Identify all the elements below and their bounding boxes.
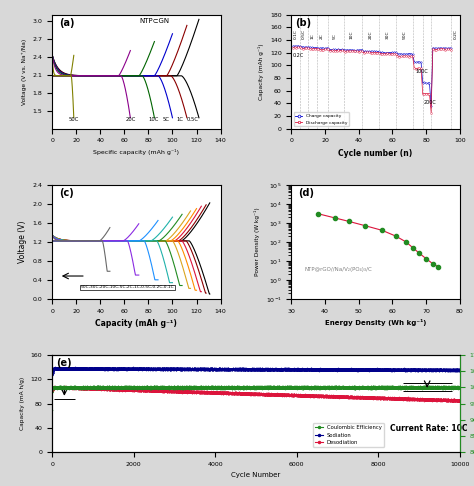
Y-axis label: Capacity (mA h/g): Capacity (mA h/g) <box>20 377 25 430</box>
Text: 2C: 2C <box>319 34 324 39</box>
Text: 0.2C: 0.2C <box>292 53 303 58</box>
X-axis label: Cycle Number: Cycle Number <box>231 472 281 478</box>
Text: (e): (e) <box>56 358 72 368</box>
Text: 20C: 20C <box>125 117 136 122</box>
Legend: Charge capacity, Discharge capacity: Charge capacity, Discharge capacity <box>293 112 349 126</box>
Text: 200C: 200C <box>424 101 436 105</box>
Text: 10C: 10C <box>148 117 158 122</box>
Text: 50C: 50C <box>69 117 79 122</box>
Text: (a): (a) <box>59 18 74 28</box>
X-axis label: Cycle number (n): Cycle number (n) <box>338 149 413 158</box>
Text: 30C: 30C <box>385 31 389 39</box>
Text: 5C: 5C <box>333 34 337 39</box>
Text: 0.5C: 0.5C <box>302 29 306 39</box>
X-axis label: Capacity (mAh g⁻¹): Capacity (mAh g⁻¹) <box>95 319 177 328</box>
Text: 20C: 20C <box>368 31 373 39</box>
Text: 50C,30C,20C,10C,5C,2C,1C,0.5C,0.2C,0.1C: 50C,30C,20C,10C,5C,2C,1C,0.5C,0.2C,0.1C <box>81 285 174 289</box>
Text: 5C: 5C <box>163 117 170 122</box>
Text: NTP⊂GN: NTP⊂GN <box>140 18 170 24</box>
Y-axis label: Voltage (V): Voltage (V) <box>18 221 27 263</box>
Y-axis label: Voltage (V vs. Na⁺/Na): Voltage (V vs. Na⁺/Na) <box>22 38 27 104</box>
Text: 1C: 1C <box>310 34 314 39</box>
X-axis label: Specific capacity (mAh g⁻¹): Specific capacity (mAh g⁻¹) <box>93 149 179 155</box>
Text: Current Rate: 10C: Current Rate: 10C <box>391 424 468 433</box>
Text: NTP@rGO//Na/V₂(PO₄)₃/C: NTP@rGO//Na/V₂(PO₄)₃/C <box>305 267 373 272</box>
Text: 10C: 10C <box>350 31 354 39</box>
Text: (c): (c) <box>59 188 73 198</box>
Text: 100C: 100C <box>415 69 428 74</box>
Y-axis label: Capacity (mAh g⁻¹): Capacity (mAh g⁻¹) <box>258 43 264 100</box>
Legend: Coulombic Efficiency, Sodiation, Desodiation: Coulombic Efficiency, Sodiation, Desodia… <box>312 423 384 448</box>
X-axis label: Energy Density (Wh kg⁻¹): Energy Density (Wh kg⁻¹) <box>325 319 426 326</box>
Text: 0.2C: 0.2C <box>454 29 457 39</box>
Text: (b): (b) <box>295 18 311 28</box>
Text: 1C: 1C <box>176 117 183 122</box>
Text: (d): (d) <box>298 188 314 198</box>
Text: 50C: 50C <box>402 31 406 39</box>
Text: 0.1C: 0.1C <box>293 29 298 39</box>
Text: 0.5C: 0.5C <box>187 117 199 122</box>
Y-axis label: Power Density (W kg⁻¹): Power Density (W kg⁻¹) <box>254 208 260 276</box>
